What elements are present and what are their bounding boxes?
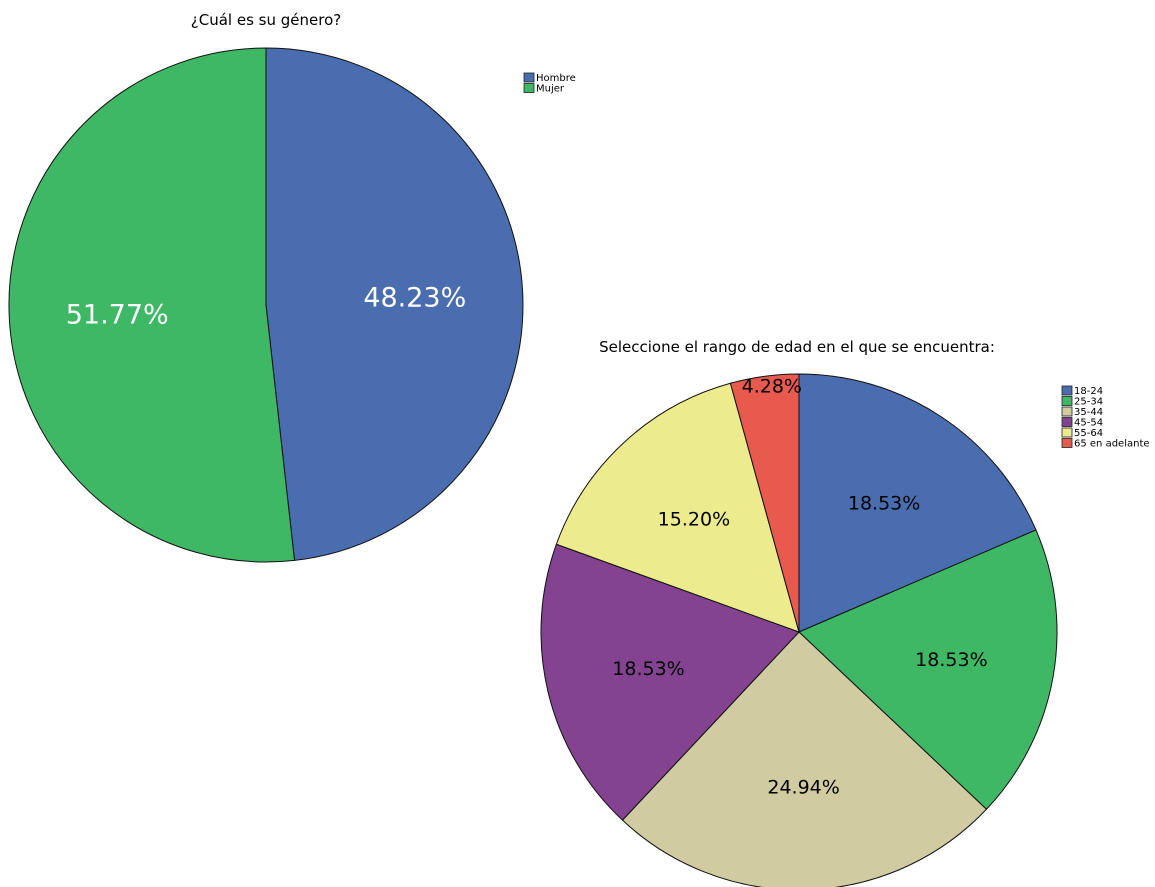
age-range-pie-chart: Seleccione el rango de edad en el que se… [540,338,1150,887]
pie-slice-65-en-adelante [729,373,800,633]
slice-label-55-64: 15.20% [658,508,730,530]
pie-slice-18-24 [798,373,1037,633]
chart-title: Seleccione el rango de edad en el que se… [599,338,995,356]
slice-label-35-44: 24.94% [767,777,839,799]
pie-slice-hombre [265,47,524,561]
legend-swatch-18-24 [1061,385,1073,396]
legend-label-hombre: Hombre [536,73,576,84]
legend-swatch-mujer [523,83,535,93]
pie-slices [540,373,1058,887]
chart-title: ¿Cuál es su género? [191,11,341,29]
legend-swatch-55-64 [1061,427,1073,438]
legend-label-25-34: 25-34 [1074,397,1103,408]
legend-label-mujer: Mujer [536,84,565,95]
gender-pie-chart: ¿Cuál es su género? 48.23% 51.77% HombreM… [8,11,576,563]
slice-label-65-en-adelante: 4.28% [742,376,802,398]
pie-slices [8,47,524,563]
slice-label-18-24: 18.53% [848,493,920,515]
slice-label-45-54: 18.53% [612,658,684,680]
legend-swatch-35-44 [1061,406,1073,417]
legend-label-55-64: 55-64 [1074,428,1103,439]
pie-slice-35-44 [621,631,988,887]
legend-label-35-44: 35-44 [1074,407,1103,418]
pie-labels: 48.23% 51.77% [66,283,467,331]
legend-swatch-65-en-adelante [1061,438,1073,448]
legend-swatch-hombre [523,72,535,83]
slice-label-mujer: 51.77% [66,299,169,330]
pie-slice-25-34 [798,529,1058,810]
legend-swatch-45-54 [1061,417,1073,427]
pie-slice-mujer [8,47,296,563]
legend-label-45-54: 45-54 [1074,418,1103,429]
pie-labels: 18.53% 18.53% 24.94% 18.53% 15.20% 4.28% [612,376,987,799]
slice-label-hombre: 48.23% [363,283,466,314]
legend-label-65-en-adelante: 65 en adelante [1074,439,1150,450]
slice-label-25-34: 18.53% [915,649,987,671]
legend-swatch-25-34 [1061,396,1073,406]
pie-slice-55-64 [555,382,800,633]
pie-slice-45-54 [540,543,800,821]
legend-label-18-24: 18-24 [1074,386,1103,397]
